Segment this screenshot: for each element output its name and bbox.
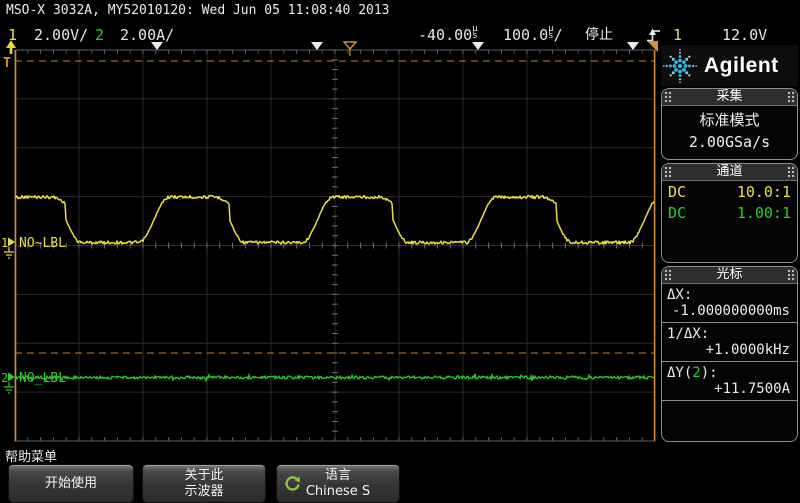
- ch1-scale[interactable]: 2.00V/: [34, 26, 89, 44]
- ch2-number[interactable]: 2: [95, 26, 105, 44]
- acquisition-header[interactable]: 采集: [662, 89, 797, 106]
- separator: [662, 361, 797, 362]
- agilent-logo: Agilent: [661, 45, 798, 86]
- ch2-coupling: DC: [668, 204, 687, 222]
- channels-title: 通道: [716, 164, 743, 179]
- channel1-waveform: [14, 194, 655, 245]
- grip-dots-icon: [664, 166, 672, 178]
- timebase[interactable]: 100.0 µ s /: [503, 25, 563, 45]
- ch1-label: NO~LBL: [19, 236, 66, 251]
- grip-dots-icon: [664, 91, 672, 103]
- about-oscilloscope-button[interactable]: 关于此 示波器: [142, 464, 266, 503]
- ch1-number: 1: [1, 236, 8, 250]
- help-menu-title: 帮助菜单: [5, 450, 58, 465]
- sample-rate: 2.00GSa/s: [688, 133, 771, 151]
- timebase-suffix: /: [553, 26, 563, 44]
- inv-delta-x-label: 1/ΔX:: [667, 326, 710, 342]
- rising-edge-trigger-icon: [646, 27, 662, 49]
- ch1-coupling: DC: [668, 183, 687, 201]
- trigger-level-letter: T: [3, 56, 11, 71]
- cursors-panel: 光标 ΔX: -1.000000000ms 1/ΔX: +1.0000kHz Δ…: [661, 266, 798, 442]
- ch1-probe-ratio: 10.0:1: [736, 183, 791, 201]
- separator: [662, 322, 797, 323]
- run-state-stopped: 停止: [585, 27, 613, 43]
- channels-panel: 通道 DC 10.0:1 DC 1.00:1: [661, 163, 798, 263]
- channel1-row: DC 10.0:1: [662, 181, 797, 202]
- acquisition-title: 采集: [716, 89, 743, 104]
- graticule-border: [14, 49, 656, 442]
- trigger-level[interactable]: 12.0V: [722, 26, 768, 44]
- language-button[interactable]: 语言 Chinese S: [276, 464, 400, 503]
- grip-dots-icon: [787, 166, 795, 178]
- delay-value: -40.00: [418, 26, 473, 44]
- trigger-level-arrow-stem: [9, 48, 13, 54]
- acquisition-panel: 采集 标准模式 2.00GSa/s: [661, 88, 798, 160]
- getting-started-button[interactable]: 开始使用: [8, 464, 134, 503]
- channel2-waveform: [14, 372, 655, 383]
- channels-header[interactable]: 通道: [662, 164, 797, 181]
- delta-x-label: ΔX:: [667, 287, 693, 303]
- channel2-row: DC 1.00:1: [662, 202, 797, 223]
- separator: [662, 400, 797, 401]
- sidebar: Agilent 采集 标准模式 2.00GSa/s 通道 DC 10.0:1 D…: [661, 45, 798, 443]
- inv-delta-x-value: +1.0000kHz: [705, 342, 790, 358]
- statusbar: 1 2.00V/ 2 2.00A/ -40.00 µ s 100.0 µ s / 停止 1…: [0, 25, 800, 46]
- cursors-header[interactable]: 光标: [662, 267, 797, 284]
- ch1-number[interactable]: 1: [8, 26, 18, 44]
- ch2-position-marker[interactable]: [8, 372, 15, 382]
- ch2-label: NO_LBL: [19, 371, 66, 386]
- delta-x-value: -1.000000000ms: [671, 303, 790, 319]
- cursors-title: 光标: [716, 267, 743, 282]
- grip-dots-icon: [787, 91, 795, 103]
- grip-dots-icon: [664, 269, 672, 281]
- titlebar-text: MSO-X 3032A, MY52010120: Wed Jun 05 11:0…: [6, 3, 390, 18]
- delta-y-label: ΔY(2):: [667, 365, 718, 381]
- timebase-value: 100.0: [503, 26, 549, 44]
- ch1-position-marker[interactable]: [8, 237, 15, 247]
- ch2-scale[interactable]: 2.00A/: [120, 26, 175, 44]
- language-refresh-icon: [284, 475, 301, 497]
- ch2-number: 2: [1, 371, 8, 385]
- acquisition-mode: 标准模式: [699, 111, 760, 129]
- ch2-probe-ratio: 1.00:1: [736, 204, 791, 222]
- trigger-source[interactable]: 1: [673, 26, 683, 44]
- grip-dots-icon: [787, 269, 795, 281]
- delta-y-value: +11.7500A: [714, 381, 790, 397]
- brand-name: Agilent: [704, 53, 779, 77]
- agilent-spark-icon: [663, 48, 697, 83]
- horizontal-delay[interactable]: -40.00 µ s: [418, 25, 478, 45]
